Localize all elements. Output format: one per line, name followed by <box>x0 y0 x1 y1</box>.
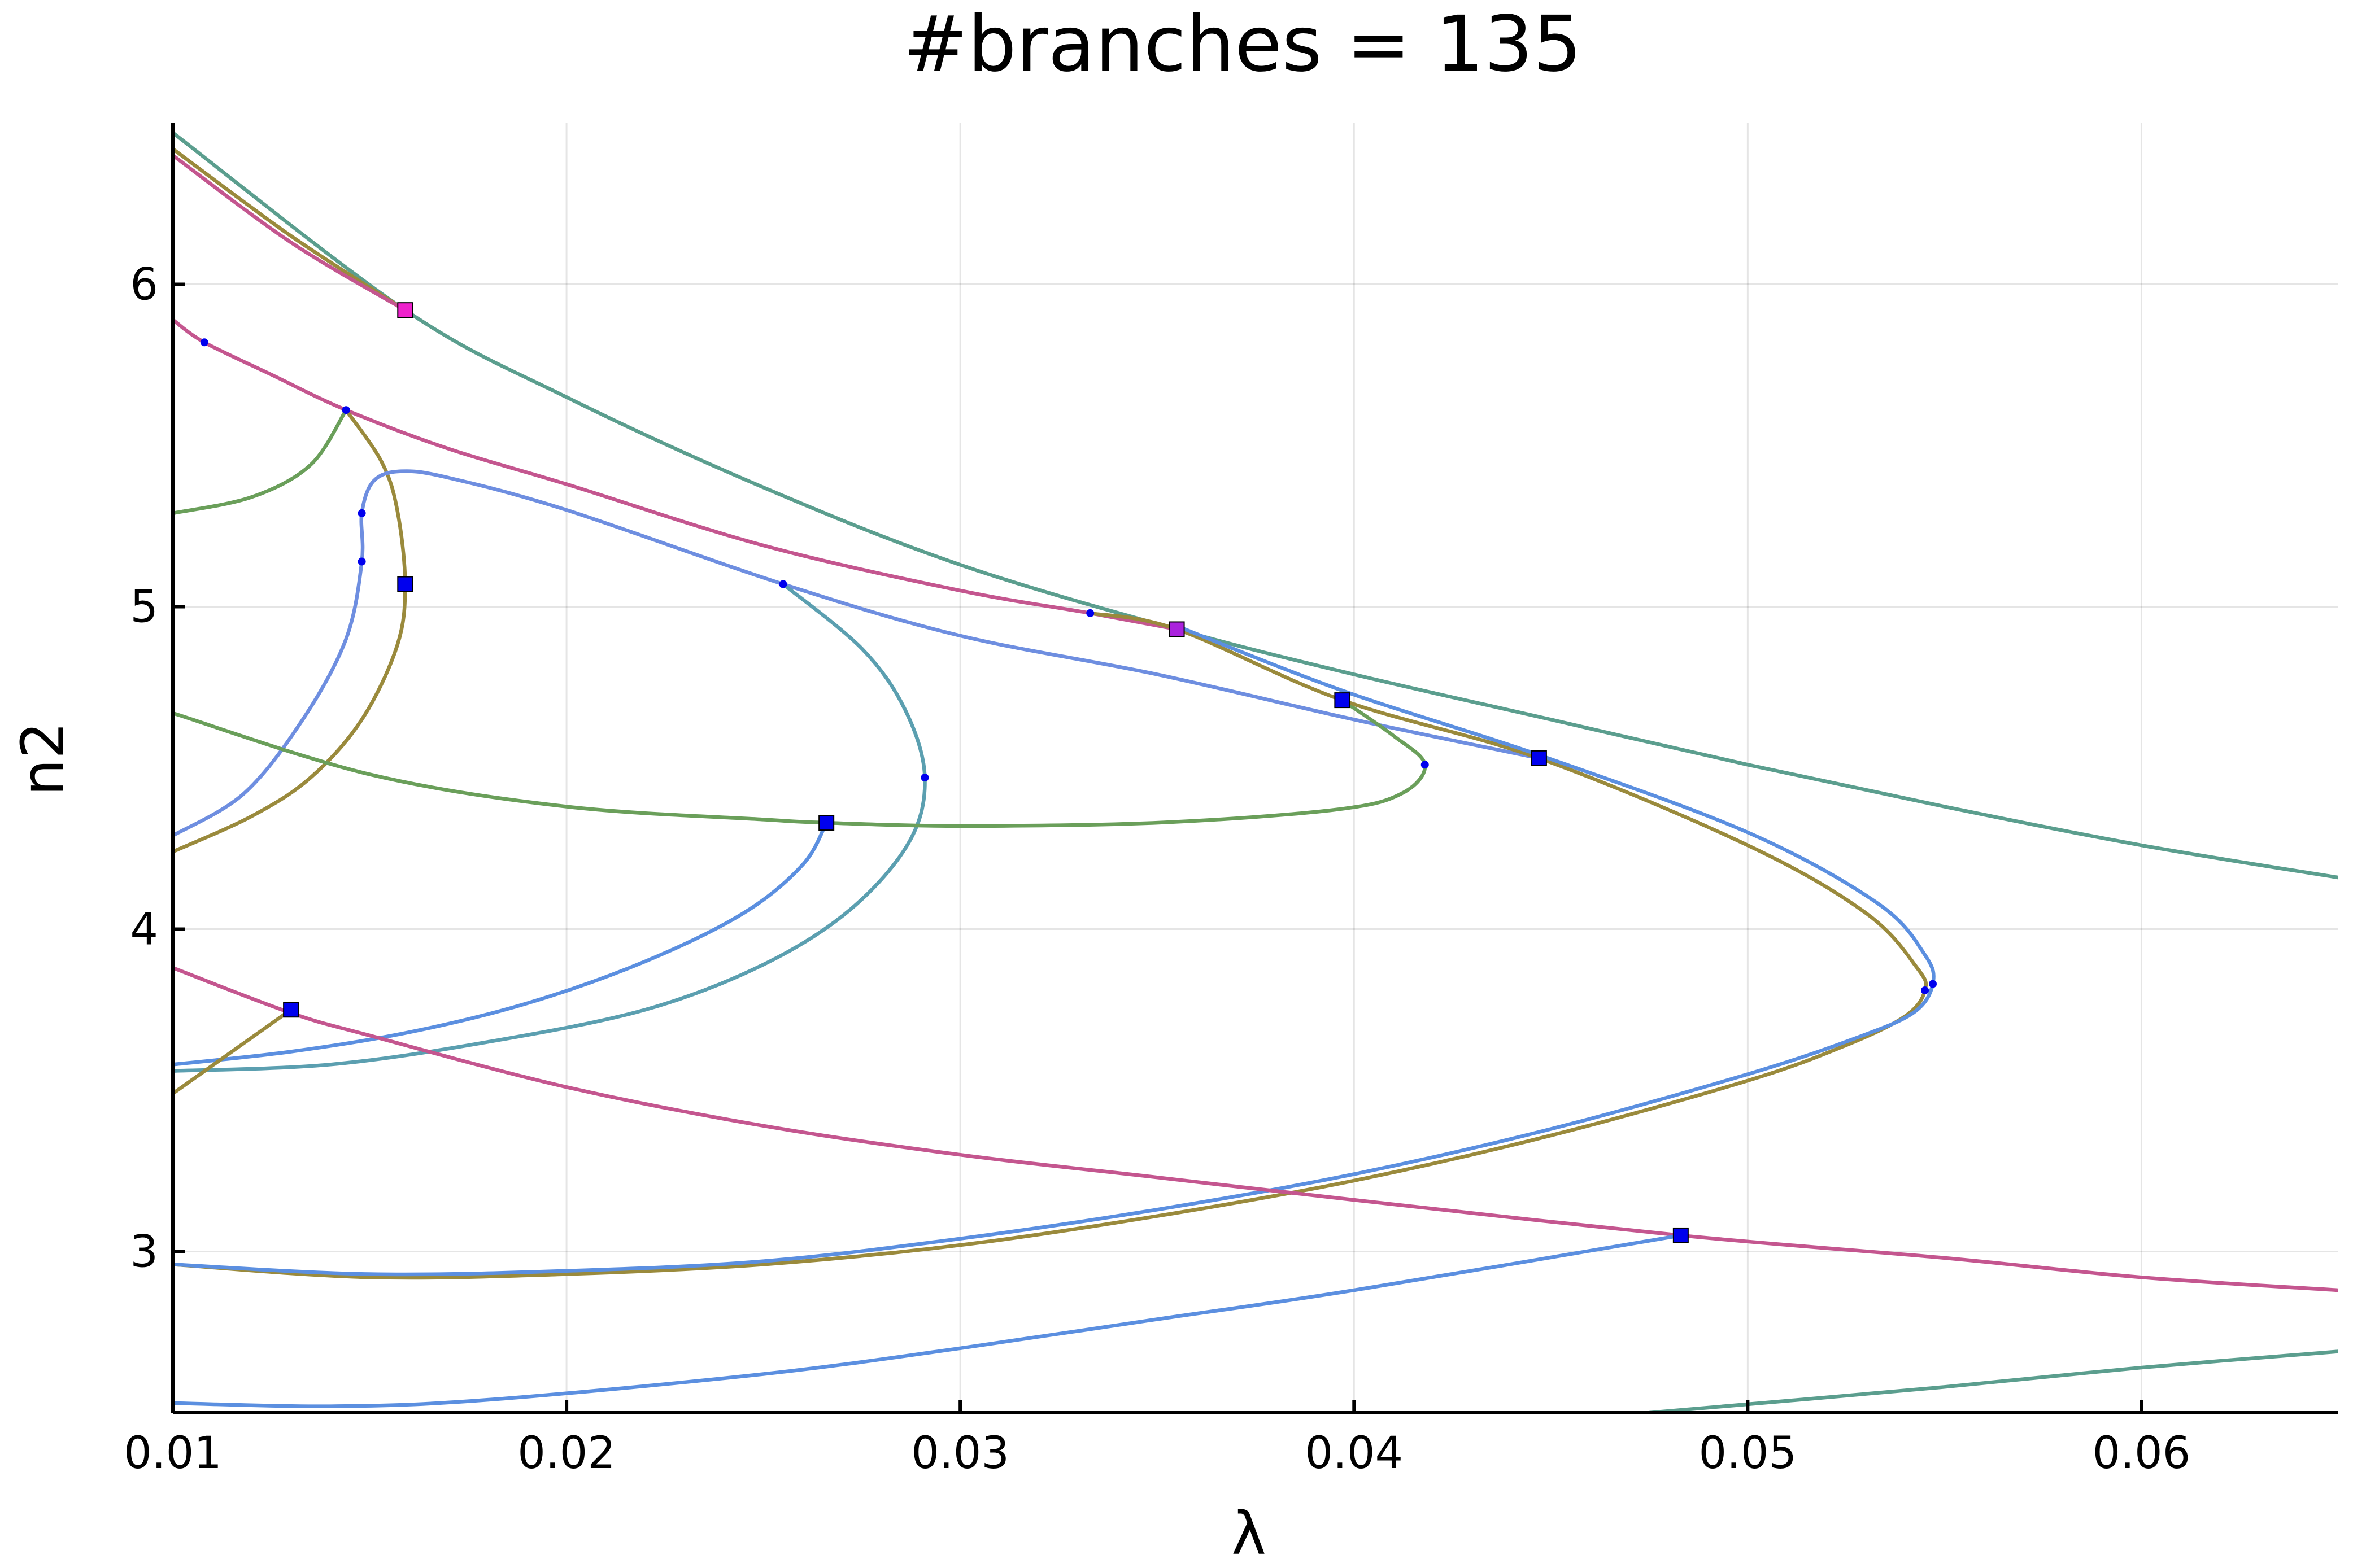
series-line <box>173 469 1541 838</box>
series-line <box>173 820 829 1067</box>
dot-marker <box>358 509 366 517</box>
y-tick-label: 3 <box>130 1227 158 1278</box>
dot-marker <box>342 406 350 414</box>
grid-lines <box>172 123 2338 1413</box>
dot-marker <box>1928 980 1937 988</box>
series-line <box>173 318 1179 631</box>
dot-marker <box>1921 986 1929 994</box>
square-marker <box>1334 692 1350 709</box>
series-line <box>173 966 2338 1292</box>
axes <box>171 123 2338 1414</box>
y-axis-title: n2 <box>8 722 77 796</box>
series-line <box>173 698 1427 828</box>
x-tick-label: 0.02 <box>517 1428 616 1479</box>
series-line <box>173 408 407 854</box>
y-tick-label: 6 <box>130 260 158 311</box>
square-marker <box>818 815 835 831</box>
y-tick-label: 5 <box>130 582 158 633</box>
series-line <box>173 624 1936 1277</box>
dot-marker <box>358 557 366 566</box>
tick-labels: 0.01 0.02 0.03 0.04 0.05 0.06 3 4 5 6 <box>124 260 2190 1479</box>
square-marker <box>1672 1227 1689 1243</box>
x-tick-label: 0.05 <box>1699 1428 1797 1479</box>
dot-marker <box>921 774 929 782</box>
series-line <box>173 1008 293 1095</box>
chart-title: #branches = 135 <box>903 0 1581 89</box>
dot-marker <box>1420 761 1429 769</box>
x-tick-label: 0.01 <box>124 1428 222 1479</box>
square-marker <box>1169 621 1185 637</box>
series-line <box>173 408 348 516</box>
series-line <box>173 611 1928 1280</box>
square-marker <box>283 1002 299 1018</box>
dot-marker <box>1086 609 1095 617</box>
series-lines <box>173 130 2338 1413</box>
square-marker <box>397 302 413 318</box>
series-line <box>1647 1349 2338 1413</box>
x-tick-label: 0.06 <box>2093 1428 2191 1479</box>
x-axis-title: λ <box>1231 1499 1266 1568</box>
y-tick-label: 4 <box>130 905 158 955</box>
square-marker <box>1531 750 1547 766</box>
point-markers <box>200 302 1937 1243</box>
x-tick-label: 0.03 <box>911 1428 1009 1479</box>
dot-marker <box>200 338 208 347</box>
square-marker <box>397 576 413 592</box>
series-line <box>173 153 407 312</box>
series-line <box>173 130 2338 880</box>
dot-marker <box>779 580 787 588</box>
series-line <box>173 1233 1683 1408</box>
series-line <box>173 582 927 1073</box>
x-tick-label: 0.04 <box>1305 1428 1403 1479</box>
